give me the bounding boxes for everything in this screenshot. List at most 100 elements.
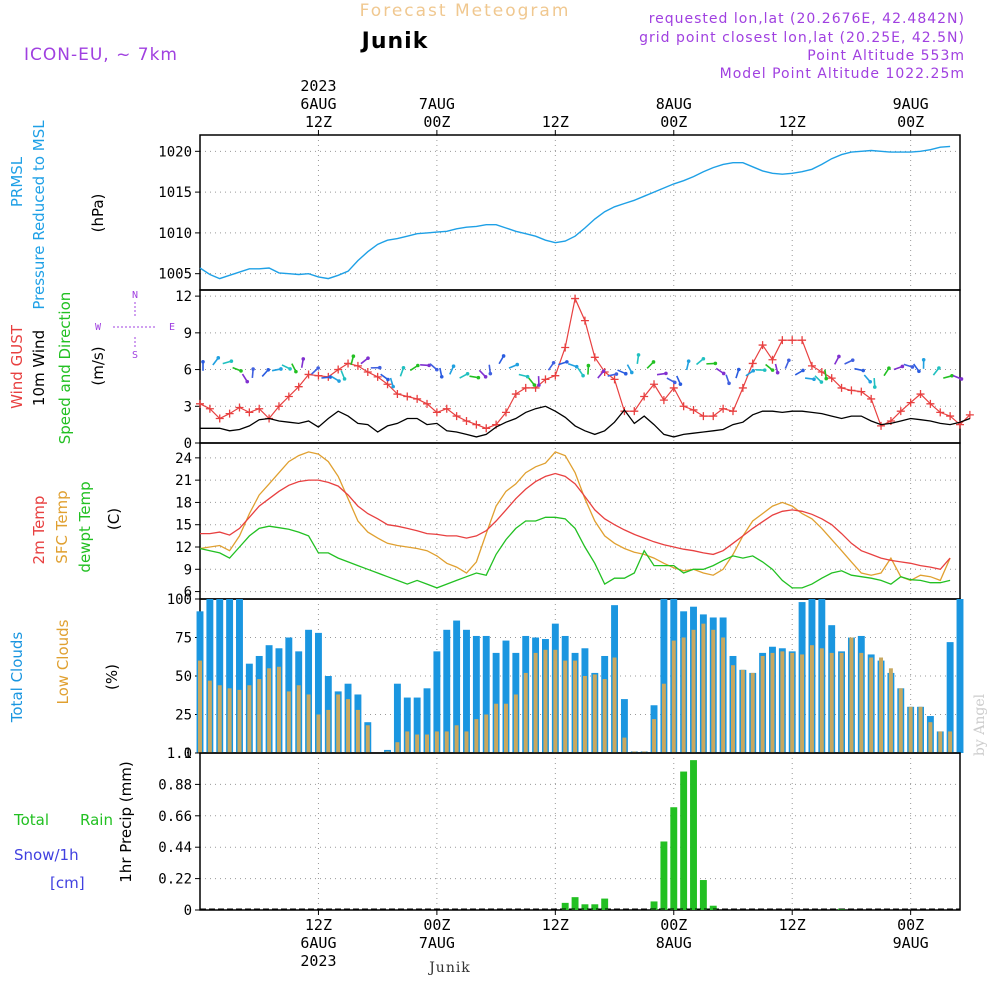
panels: 1005 1010 1015 1020 PRMSL Pressure Reduced to…: [8, 120, 974, 919]
footer-location: Junik: [427, 960, 471, 976]
gust-marker: [738, 383, 747, 392]
gust-marker: [758, 341, 767, 350]
low-cloud-bar: [829, 652, 834, 753]
ytick-label: 50: [175, 669, 192, 685]
gust-marker: [640, 392, 649, 401]
precip-bar: [601, 898, 609, 910]
temp-unit: (C): [105, 508, 123, 530]
low-cloud-bar: [849, 637, 854, 753]
gust-marker: [699, 412, 708, 421]
low-cloud-bar: [523, 672, 528, 753]
low-cloud-bar: [888, 668, 893, 753]
gust-marker: [719, 404, 728, 413]
ytick-label: 6: [184, 363, 192, 379]
top-time-label: 00Z: [423, 113, 450, 131]
ytick-label: 1010: [158, 226, 192, 242]
gust-marker: [610, 375, 619, 384]
compass-south: S: [132, 350, 138, 361]
low-cloud-bar: [612, 657, 617, 753]
precip-label-rain: Rain: [80, 811, 113, 829]
wind-direction-arrowhead: [721, 371, 726, 376]
low-cloud-bar: [237, 689, 242, 753]
wind-direction-arrowhead: [910, 365, 915, 369]
ytick-label: 21: [175, 473, 192, 489]
wind-direction-arrowhead: [525, 374, 530, 379]
panel-temperature: 6 9 12 15 18 21 24: [175, 442, 961, 601]
total-cloud-bar: [226, 599, 234, 753]
panel-frame: [199, 134, 961, 291]
total-cloud-bar: [236, 599, 243, 753]
ytick-label: 0: [184, 903, 192, 919]
gust-marker: [837, 383, 846, 392]
precip-bar: [571, 897, 579, 910]
ytick-label: 15: [175, 518, 192, 534]
wind-direction-arrowhead: [819, 380, 824, 384]
low-cloud-bar: [533, 652, 538, 753]
pressure-line: [199, 145, 951, 280]
gust-marker: [413, 394, 422, 403]
total-cloud-bar: [305, 629, 313, 753]
low-cloud-bar: [504, 703, 508, 753]
ytick-label: 18: [175, 495, 192, 511]
low-cloud-bar: [306, 694, 311, 753]
low-cloud-bar: [286, 691, 291, 753]
pressure-unit: (hPa): [89, 194, 107, 233]
bottom-time-label: 12Z: [542, 916, 569, 934]
panel-wind: 0 3 6 9 12: [175, 289, 974, 452]
total-cloud-bar: [463, 629, 470, 753]
gust-marker: [432, 408, 441, 417]
wind-direction-arrowhead: [251, 367, 255, 371]
low-cloud-bar: [484, 714, 489, 753]
gust-marker: [709, 412, 718, 421]
wind-direction-arrowhead: [401, 366, 406, 370]
wind-direction-arrowhead: [201, 359, 205, 364]
wind-direction-arrowhead: [515, 362, 520, 367]
gust-marker: [916, 390, 925, 399]
total-cloud-bar: [206, 599, 214, 753]
compass-east: E: [169, 322, 175, 333]
wind-direction-arrowhead: [837, 354, 841, 359]
temp-ylabel-sfc: SFC Temp: [53, 490, 71, 563]
low-cloud-bar: [750, 672, 755, 753]
bottom-time-label: 2023: [300, 952, 336, 970]
wind-direction-arrowhead: [937, 366, 941, 370]
precip-bar: [581, 904, 589, 910]
model-label: ICON-EU, ~ 7km: [24, 45, 178, 65]
gust-marker: [393, 390, 402, 399]
wind-direction-arrowhead: [328, 375, 333, 379]
total-cloud-bar: [403, 697, 411, 753]
wind-direction-arrowhead: [586, 363, 591, 368]
gust-marker: [403, 392, 412, 401]
top-time-label: 8AUG: [656, 95, 692, 113]
wind-ylabel-10m: 10m Wind: [30, 330, 48, 406]
precip-bar: [699, 880, 707, 910]
low-cloud-bar: [513, 694, 518, 753]
wind-direction-arrowhead: [316, 366, 320, 370]
precip-bar: [680, 771, 688, 910]
total-cloud-bar: [492, 652, 500, 753]
gust-marker: [353, 361, 362, 370]
low-cloud-bar: [948, 731, 953, 753]
wind-direction-arrowhead: [342, 377, 347, 381]
low-cloud-bar: [711, 629, 716, 753]
top-time-label: 12Z: [542, 113, 569, 131]
low-cloud-bar: [928, 722, 933, 753]
compass: N W E S: [95, 290, 175, 361]
low-cloud-bar: [474, 719, 479, 753]
top-time-label: 12Z: [779, 113, 806, 131]
low-cloud-bar: [661, 683, 666, 753]
wind-direction-arrowhead: [435, 367, 439, 372]
wind-unit: (m/s): [89, 346, 107, 385]
low-cloud-bar: [780, 651, 785, 753]
gust-marker: [936, 408, 945, 417]
gust-marker: [827, 374, 836, 383]
gust-marker: [304, 370, 313, 379]
gust-marker: [215, 414, 224, 423]
gust-marker: [659, 396, 668, 405]
gust-marker: [788, 336, 797, 345]
total-cloud-bar: [956, 599, 964, 753]
bottom-time-label: 00Z: [897, 916, 924, 934]
total-cloud-bar: [443, 629, 451, 753]
low-cloud-bar: [582, 676, 587, 753]
